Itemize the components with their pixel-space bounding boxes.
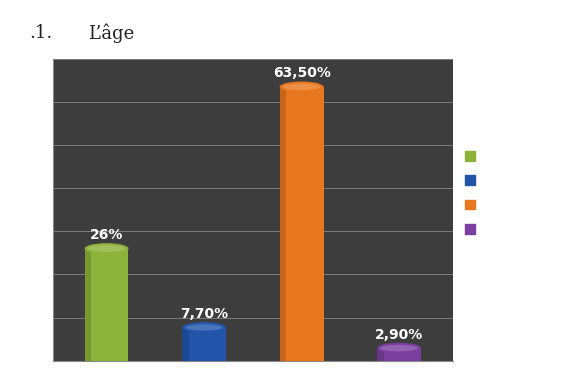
Ellipse shape [283,84,320,90]
Text: 2,90%: 2,90% [375,328,423,342]
Ellipse shape [85,243,129,254]
Ellipse shape [377,357,421,364]
Ellipse shape [85,357,129,364]
Ellipse shape [182,322,226,333]
Bar [85,248,129,361]
Text: 63,50%: 63,50% [273,67,330,81]
Ellipse shape [88,245,125,252]
Text: 26%: 26% [90,228,123,242]
Ellipse shape [185,324,223,331]
Polygon shape [377,348,384,361]
Ellipse shape [377,343,421,354]
Ellipse shape [280,82,323,92]
Polygon shape [280,87,286,361]
Polygon shape [85,248,91,361]
Text: 7,70%: 7,70% [180,307,228,321]
Text: L’âge: L’âge [88,24,135,43]
Bar [377,348,421,361]
Text: .1.: .1. [29,24,53,42]
Polygon shape [182,328,189,361]
Ellipse shape [280,357,323,364]
Bar [280,87,323,361]
Ellipse shape [380,345,418,351]
Ellipse shape [182,357,226,364]
Legend: ≤14, [15-18], [19-60], >60: ≤14, [15-18], [19-60], >60 [459,144,532,242]
Bar [182,328,226,361]
